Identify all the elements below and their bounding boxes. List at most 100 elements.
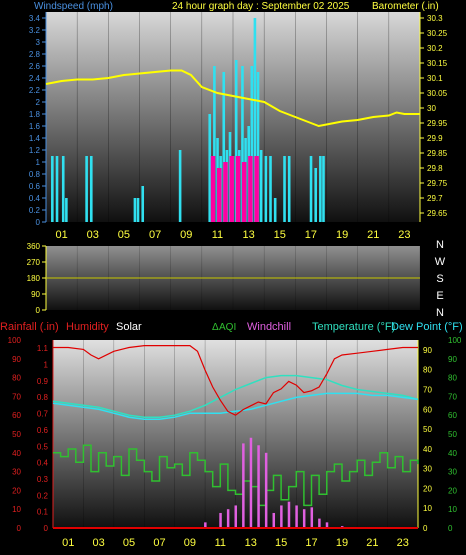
barometer-tick-label: 29.8 [427, 164, 443, 173]
legend-rainfall: Rainfall (.in) [0, 321, 59, 333]
gust-bar [216, 168, 222, 222]
gust-bar [241, 162, 247, 222]
windspeed-bar [273, 198, 277, 222]
solar-tick-label: 10 [448, 505, 457, 514]
gust-bar [210, 156, 216, 222]
solar-line [53, 444, 419, 507]
barometer-tick-label: 29.95 [427, 119, 448, 128]
temperature-tick-label: 0 [423, 524, 428, 533]
barometer-tick-label: 30.2 [427, 44, 443, 53]
legend-dewpoint: Dew Point (°F) [391, 321, 463, 333]
legend-temperature: Temperature (°F) [312, 321, 395, 333]
legend-aqi-triangle: Δ [212, 322, 219, 333]
windspeed-bars [51, 18, 325, 222]
barometer-tick-label: 30.1 [427, 74, 443, 83]
compass-label: N [436, 307, 444, 319]
humidity-tick-label: 1 [44, 361, 49, 370]
windspeed-tick-label: 1.6 [29, 122, 41, 131]
rainfall-tick-label: 80 [12, 374, 21, 383]
barometer-line [45, 69, 420, 128]
rainfall-tick-label: 10 [12, 505, 21, 514]
rainfall-tick-label: 100 [8, 336, 22, 345]
windchill-bar [280, 505, 283, 528]
direction-tick-label: 180 [27, 274, 41, 283]
x-tick-label: 07 [153, 537, 165, 549]
x-tick-label: 23 [397, 537, 409, 549]
barometer-tick-label: 29.7 [427, 194, 443, 203]
windspeed-bar [250, 66, 254, 222]
windchill-bar [310, 507, 314, 528]
windspeed-tick-label: 2 [36, 98, 41, 107]
windspeed-tick-label: 1 [36, 158, 41, 167]
x-tick-label: 03 [93, 537, 105, 549]
humidity-tick-label: 0.7 [37, 410, 49, 419]
windchill-bar [226, 509, 230, 528]
x-tick-label: 01 [55, 229, 67, 241]
x-tick-label: 17 [305, 537, 317, 549]
x-tick-label: 21 [367, 229, 379, 241]
barometer-tick-label: 30.25 [427, 29, 448, 38]
windspeed-bar [133, 198, 137, 222]
windspeed-bar [65, 198, 68, 222]
humidity-tick-label: 0.1 [37, 508, 49, 517]
windspeed-bar [234, 60, 238, 222]
windspeed-bar [314, 168, 317, 222]
temperature-tick-label: 70 [423, 385, 432, 394]
windchill-bar [287, 501, 291, 528]
windspeed-tick-label: 0.4 [29, 194, 41, 203]
rainfall-tick-label: 70 [12, 392, 21, 401]
barometer-tick-label: 29.65 [427, 209, 448, 218]
windspeed-tick-label: 3 [36, 38, 41, 47]
x-tick-label: 11 [212, 229, 223, 241]
barometer-tick-label: 29.85 [427, 149, 448, 158]
x-tick-label: 19 [336, 537, 348, 549]
solar-tick-label: 80 [448, 374, 457, 383]
solar-tick-label: 100 [448, 336, 462, 345]
temperature-tick-label: 30 [423, 465, 432, 474]
windspeed-bar [178, 150, 182, 222]
top-x-ticks: 01 03 05 07 09 11 13 15 17 19 21 23 [55, 229, 410, 241]
solar-tick-label: 90 [448, 355, 457, 364]
x-tick-label: 15 [275, 537, 287, 549]
solar-tick-label: 70 [448, 392, 457, 401]
rainfall-tick-label: 0 [17, 524, 22, 533]
gust-bar [248, 156, 253, 222]
windspeed-bar [85, 156, 88, 222]
rainfall-tick-label: 30 [12, 468, 21, 477]
windchill-bar [295, 505, 298, 528]
legend-windchill: Windchill [247, 321, 291, 333]
windspeed-tick-label: 0.2 [29, 206, 41, 215]
windspeed-bar [287, 156, 291, 222]
barometer-tick-label: 30.05 [427, 89, 448, 98]
windspeed-bar [283, 156, 286, 222]
x-tick-label: 03 [87, 229, 99, 241]
windspeed-bar [264, 156, 268, 222]
rainfall-tick-label: 50 [12, 430, 21, 439]
x-tick-label: 11 [215, 537, 226, 549]
windspeed-tick-label: 0.6 [29, 182, 41, 191]
bottom-plot-area [53, 340, 418, 528]
x-tick-label: 05 [118, 229, 130, 241]
temperature-tick-label: 50 [423, 425, 432, 434]
temperature-tick-label: 40 [423, 445, 432, 454]
rainfall-tick-label: 90 [12, 355, 21, 364]
windspeed-bar [61, 156, 65, 222]
temperature-tick-label: 60 [423, 405, 432, 414]
bottom-series [52, 345, 419, 529]
barometer-tick-label: 30 [427, 104, 436, 113]
compass-label: N [436, 239, 444, 251]
windspeed-tick-label: 1.8 [29, 110, 41, 119]
x-tick-label: 07 [149, 229, 161, 241]
windchill-bar [242, 443, 245, 528]
legend-aqi: AQI [219, 322, 236, 333]
windchill-bar [204, 522, 207, 528]
solar-tick-label: 20 [448, 486, 457, 495]
x-tick-label: 09 [184, 537, 196, 549]
windspeed-bar [141, 186, 145, 222]
direction-ticks: 360 270 180 90 0 [27, 242, 47, 315]
direction-tick-label: 0 [36, 306, 41, 315]
windspeed-axis-title: Windspeed (mph) [34, 1, 113, 12]
windspeed-bar [322, 156, 325, 222]
barometer-tick-label: 30.3 [427, 14, 443, 23]
